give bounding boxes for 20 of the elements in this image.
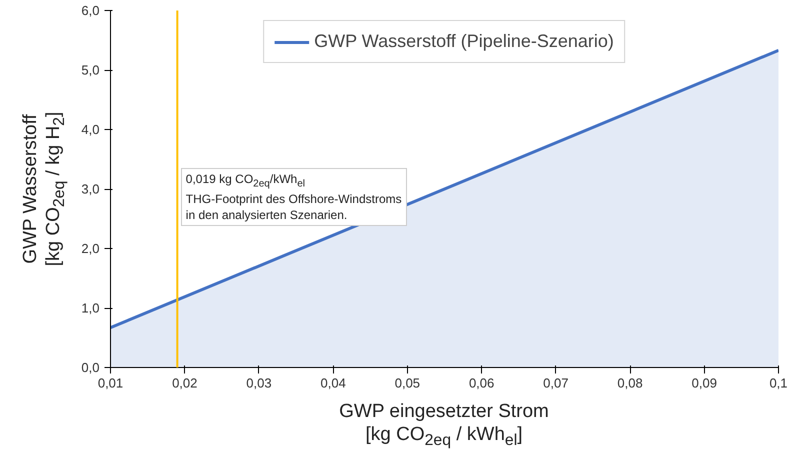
x-tick-label: 0,01 [98, 376, 124, 390]
y-tick-label: 6,0 [81, 3, 100, 18]
x-tick-label: 0,03 [246, 376, 272, 390]
y-tick-label: 3,0 [81, 182, 100, 196]
y-tick-label: 5,0 [81, 62, 100, 78]
y-tick-label: 0,0 [81, 360, 100, 375]
x-tick-label: 0,05 [394, 376, 420, 390]
x-tick-label: 0,07 [543, 376, 568, 390]
y-tick-label: 4,0 [81, 122, 100, 137]
x-tick-label: 0,09 [692, 376, 717, 390]
x-tick-label: 0,06 [468, 376, 494, 390]
y-tick-label: 2,0 [81, 241, 100, 256]
x-tick-label: 0,02 [172, 376, 198, 390]
x-tick-label: 0,04 [320, 376, 346, 390]
legend-label: GWP Wasserstoff (Pipeline-Szenario) [314, 31, 614, 52]
x-axis-title: GWP eingesetzter Strom [kg CO$_{2eq}$ / kWh$_{el}$] [338, 401, 550, 451]
ref-line-label: 0,019 kg CO$_{2eq}$/kWh$_{el}$ THG-Footprint des Offshore-Windstroms in den analysierten Szenarien. [180, 168, 407, 226]
x-tick-label: 0,1 [769, 376, 788, 390]
x-tick-label: 0,08 [617, 376, 643, 390]
y-tick-label: 1,0 [81, 300, 100, 316]
